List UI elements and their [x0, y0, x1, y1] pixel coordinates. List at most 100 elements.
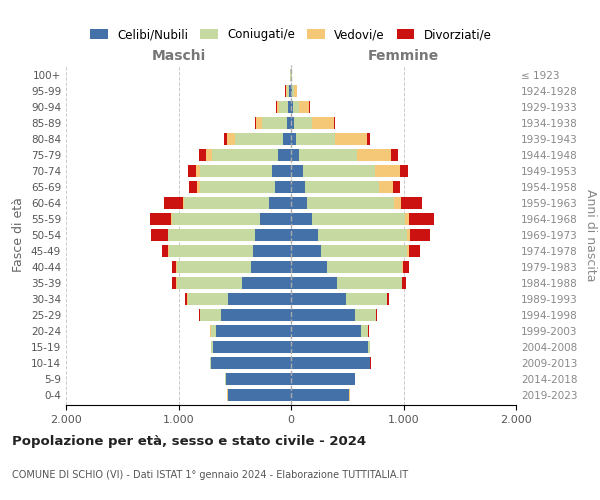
Bar: [200, 181, 275, 193]
Bar: [211, 341, 213, 353]
Bar: [307, 197, 394, 209]
Bar: [253, 245, 291, 257]
Bar: [291, 84, 292, 96]
Text: Popolazione per età, sesso e stato civile - 2024: Popolazione per età, sesso e stato civil…: [12, 435, 366, 448]
Bar: [368, 341, 370, 353]
Bar: [276, 100, 277, 112]
Bar: [394, 197, 401, 209]
Bar: [223, 133, 227, 145]
Bar: [305, 181, 379, 193]
Bar: [197, 181, 200, 193]
Bar: [277, 100, 280, 112]
Bar: [410, 229, 430, 241]
Bar: [291, 309, 355, 321]
Bar: [358, 149, 391, 161]
Bar: [283, 133, 291, 145]
Bar: [311, 116, 334, 128]
Bar: [367, 133, 370, 145]
Bar: [164, 197, 183, 209]
Text: COMUNE DI SCHIO (VI) - Dati ISTAT 1° gennaio 2024 - Elaborazione TUTTITALIA.IT: COMUNE DI SCHIO (VI) - Dati ISTAT 1° gen…: [12, 470, 408, 480]
Bar: [251, 261, 291, 273]
Bar: [227, 133, 235, 145]
Bar: [212, 149, 277, 161]
Bar: [280, 100, 288, 112]
Bar: [291, 149, 299, 161]
Bar: [228, 293, 291, 305]
Bar: [334, 116, 335, 128]
Bar: [211, 325, 216, 337]
Bar: [189, 181, 197, 193]
Bar: [291, 390, 349, 402]
Bar: [401, 277, 403, 289]
Bar: [294, 116, 311, 128]
Bar: [200, 309, 221, 321]
Bar: [291, 261, 327, 273]
Bar: [221, 309, 291, 321]
Bar: [375, 165, 400, 177]
Bar: [409, 245, 420, 257]
Bar: [291, 100, 293, 112]
Bar: [226, 374, 291, 386]
Bar: [260, 213, 291, 225]
Bar: [183, 197, 184, 209]
Bar: [272, 165, 291, 177]
Bar: [293, 100, 299, 112]
Bar: [291, 374, 355, 386]
Bar: [291, 133, 296, 145]
Bar: [291, 229, 318, 241]
Bar: [309, 100, 310, 112]
Bar: [404, 213, 409, 225]
Bar: [291, 245, 321, 257]
Bar: [235, 133, 283, 145]
Bar: [169, 229, 255, 241]
Bar: [177, 261, 251, 273]
Bar: [287, 116, 291, 128]
Bar: [291, 116, 294, 128]
Bar: [289, 84, 291, 96]
Bar: [211, 358, 291, 370]
Bar: [291, 341, 368, 353]
Bar: [346, 293, 387, 305]
Bar: [327, 261, 403, 273]
Bar: [275, 181, 291, 193]
Bar: [172, 213, 260, 225]
Y-axis label: Anni di nascita: Anni di nascita: [584, 188, 597, 281]
Bar: [184, 197, 269, 209]
Bar: [188, 165, 196, 177]
Bar: [321, 245, 407, 257]
Bar: [401, 197, 421, 209]
Bar: [403, 261, 409, 273]
Bar: [403, 277, 406, 289]
Bar: [161, 245, 169, 257]
Bar: [391, 149, 398, 161]
Y-axis label: Fasce di età: Fasce di età: [13, 198, 25, 272]
Bar: [355, 309, 376, 321]
Bar: [296, 133, 335, 145]
Bar: [228, 390, 291, 402]
Bar: [269, 197, 291, 209]
Bar: [177, 277, 241, 289]
Bar: [291, 293, 346, 305]
Bar: [312, 213, 404, 225]
Bar: [291, 181, 305, 193]
Bar: [407, 245, 409, 257]
Bar: [291, 213, 312, 225]
Bar: [299, 149, 358, 161]
Bar: [199, 149, 206, 161]
Bar: [241, 277, 291, 289]
Bar: [200, 165, 272, 177]
Bar: [299, 100, 309, 112]
Bar: [291, 165, 303, 177]
Bar: [291, 325, 361, 337]
Bar: [206, 149, 212, 161]
Bar: [337, 277, 401, 289]
Bar: [256, 116, 262, 128]
Bar: [255, 229, 291, 241]
Bar: [292, 84, 294, 96]
Bar: [291, 197, 307, 209]
Bar: [277, 149, 291, 161]
Bar: [303, 165, 375, 177]
Bar: [172, 277, 176, 289]
Bar: [172, 261, 176, 273]
Bar: [407, 229, 410, 241]
